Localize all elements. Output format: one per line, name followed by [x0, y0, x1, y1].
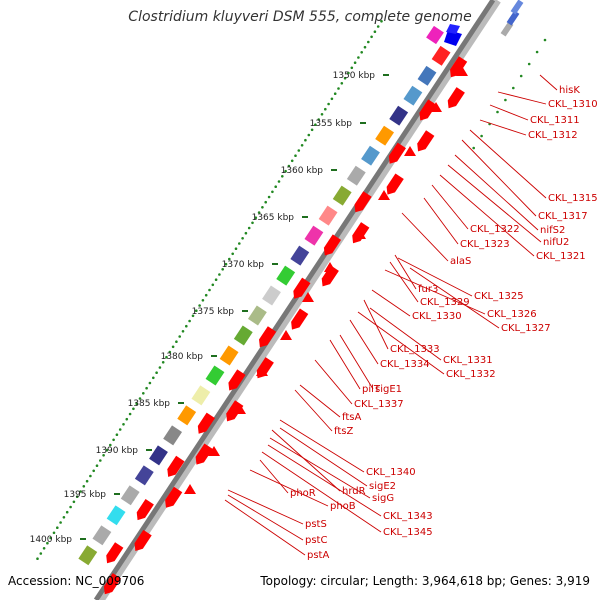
gene-label-ftsz: ftsZ: [294, 389, 353, 437]
svg-text:ftsA: ftsA: [342, 412, 361, 423]
svg-text:CKL_1311: CKL_1311: [530, 115, 580, 126]
svg-text:CKL_1326: CKL_1326: [487, 309, 537, 320]
gene-label-ckl_1311: CKL_1311: [489, 104, 580, 126]
gene-label-ckl_1343: CKL_1343: [267, 444, 433, 522]
svg-text:CKL_1340: CKL_1340: [366, 467, 416, 478]
tick-label: 1385 kbp: [128, 399, 171, 409]
gene-label-ckl_1323: CKL_1323: [423, 197, 510, 250]
gene-labels: hisK CKL_1310 CKL_1311 CKL_1312 CKL_1315 CKL_…: [224, 74, 598, 561]
top-features: [426, 0, 524, 46]
svg-text:phoR: phoR: [290, 488, 316, 499]
gene-label-sige1: sigE1: [339, 334, 402, 395]
position-ticks: 1350 kbp 1355 kbp 1360 kbp 1365 kbp 1370 kbp…: [30, 71, 389, 545]
svg-text:CKL_1337: CKL_1337: [354, 399, 404, 410]
svg-text:CKL_1317: CKL_1317: [538, 211, 588, 222]
svg-text:sigE2: sigE2: [369, 481, 396, 492]
svg-text:CKL_1334: CKL_1334: [380, 359, 430, 370]
svg-text:hrdR: hrdR: [342, 486, 366, 497]
svg-text:sigG: sigG: [372, 493, 394, 504]
svg-text:CKL_1322: CKL_1322: [470, 224, 520, 235]
tick-label: 1355 kbp: [310, 119, 353, 129]
tick-label: 1395 kbp: [64, 490, 107, 500]
gene-label-ckl_1327: CKL_1327: [409, 267, 551, 334]
svg-text:CKL_1343: CKL_1343: [383, 511, 433, 522]
gene-label-ckl_1315: CKL_1315: [469, 129, 598, 204]
gene-label-nifs2: nifS2: [454, 154, 565, 236]
gene-label-ckl_1317: CKL_1317: [461, 139, 588, 222]
forward-strand-features: [103, 56, 468, 595]
gene-label-ckl_1345: CKL_1345: [261, 451, 433, 538]
tick-label: 1360 kbp: [281, 166, 324, 176]
gene-label-alas: alaS: [401, 212, 471, 267]
svg-text:CKL_1312: CKL_1312: [528, 130, 578, 141]
topology-label: Topology: circular; Length: 3,964,618 bp…: [260, 574, 590, 588]
gene-label-nifu2: nifU2: [447, 164, 569, 248]
gene-label-ckl_1322: CKL_1322: [431, 184, 520, 235]
tick-label: 1350 kbp: [333, 71, 376, 81]
gene-label-ckl_1340: CKL_1340: [279, 419, 416, 478]
gene-label-fur3: fur3: [394, 254, 438, 295]
gene-label-psta: pstA: [224, 499, 329, 561]
gc-content-track: [36, 20, 547, 560]
gene-label-ckl_1325: CKL_1325: [397, 257, 524, 302]
accession-label: Accession: NC_009706: [8, 574, 145, 588]
svg-text:CKL_1310: CKL_1310: [548, 99, 598, 110]
gene-label-sigg: sigG: [269, 437, 394, 504]
tick-label: 1370 kbp: [222, 260, 265, 270]
tick-label: 1365 kbp: [252, 213, 295, 223]
svg-text:CKL_1327: CKL_1327: [501, 323, 551, 334]
gene-label-ckl_1331: CKL_1331: [369, 307, 493, 366]
svg-text:nifS2: nifS2: [540, 225, 565, 236]
gene-label-ckl_1321: CKL_1321: [439, 174, 586, 262]
svg-text:CKL_1323: CKL_1323: [460, 239, 510, 250]
svg-text:alaS: alaS: [450, 256, 471, 267]
svg-text:CKL_1345: CKL_1345: [383, 527, 433, 538]
tick-label: 1400 kbp: [30, 535, 73, 545]
gene-label-ckl_1310: CKL_1310: [497, 91, 598, 110]
gene-label-pstc: pstC: [227, 494, 327, 546]
svg-text:CKL_1333: CKL_1333: [390, 344, 440, 355]
svg-text:hisK: hisK: [559, 85, 580, 96]
tick-label: 1390 kbp: [96, 446, 139, 456]
svg-text:CKL_1332: CKL_1332: [446, 369, 496, 380]
gene-label-psts: pstS: [227, 489, 327, 530]
gene-label-hisk: hisK: [539, 74, 580, 96]
gene-label-ftsa: ftsA: [299, 384, 361, 423]
gene-label-ckl_1330: CKL_1330: [371, 289, 462, 322]
gene-label-ckl_1326: CKL_1326: [384, 269, 537, 320]
svg-text:pstA: pstA: [307, 550, 329, 561]
svg-text:CKL_1329: CKL_1329: [420, 297, 470, 308]
gene-label-sige2: sigE2: [279, 427, 396, 492]
genome-backbone: [93, 0, 496, 600]
gene-label-ckl_1334: CKL_1334: [349, 319, 430, 370]
gene-label-ckl_1332: CKL_1332: [357, 311, 496, 380]
svg-text:nifU2: nifU2: [543, 237, 569, 248]
tick-label: 1380 kbp: [161, 352, 204, 362]
svg-text:CKL_1330: CKL_1330: [412, 311, 462, 322]
svg-text:pilT: pilT: [362, 384, 381, 395]
svg-text:sigE1: sigE1: [375, 384, 402, 395]
svg-text:pstC: pstC: [305, 535, 327, 546]
svg-text:ftsZ: ftsZ: [334, 426, 353, 437]
svg-text:CKL_1315: CKL_1315: [548, 193, 598, 204]
svg-text:CKL_1331: CKL_1331: [443, 355, 493, 366]
svg-text:fur3: fur3: [418, 284, 438, 295]
gene-label-phor: phoR: [259, 459, 316, 499]
reverse-strand-features: [78, 45, 451, 566]
gene-label-ckl_1312: CKL_1312: [479, 119, 578, 141]
genome-title: Clostridium kluyveri DSM 555, complete g…: [128, 9, 472, 25]
gene-label-pilt: pilT: [329, 339, 381, 395]
gene-label-hrdr: hrdR: [271, 429, 366, 497]
gene-label-ckl_1337: CKL_1337: [314, 359, 404, 410]
gene-label-ckl_1329: CKL_1329: [389, 261, 470, 308]
svg-text:CKL_1321: CKL_1321: [536, 251, 586, 262]
gene-label-ckl_1333: CKL_1333: [363, 299, 440, 355]
svg-text:pstS: pstS: [305, 519, 327, 530]
tick-label: 1375 kbp: [192, 307, 235, 317]
svg-text:CKL_1325: CKL_1325: [474, 291, 524, 302]
